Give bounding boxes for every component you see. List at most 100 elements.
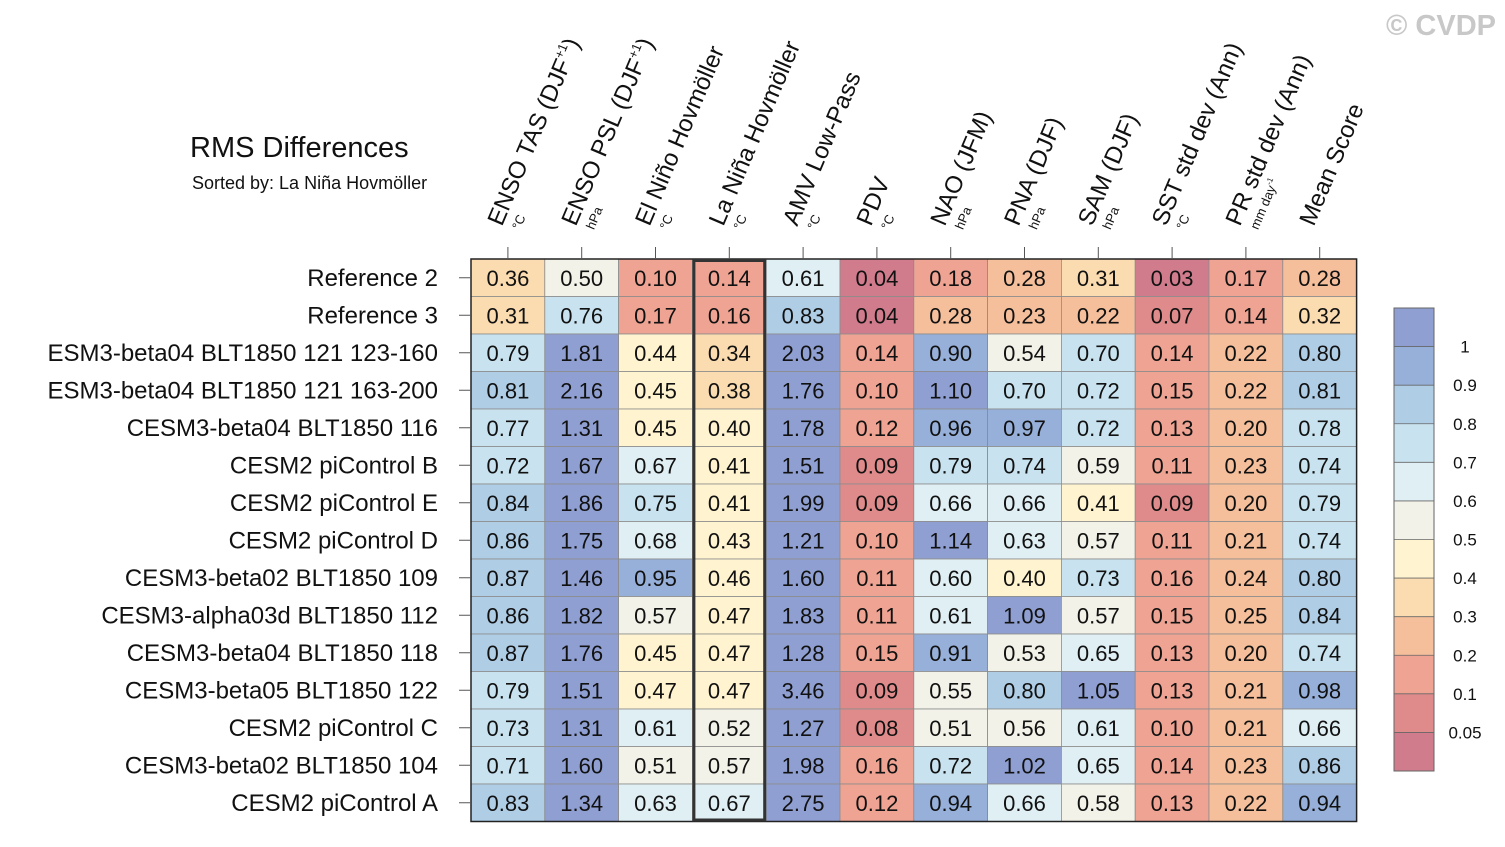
cell-value-label: 0.74 bbox=[1298, 641, 1341, 666]
heatmap-cell bbox=[1134, 783, 1210, 822]
cell-value-label: 0.13 bbox=[1151, 416, 1194, 441]
heatmap-cell bbox=[692, 521, 767, 560]
heatmap-cell bbox=[618, 596, 693, 635]
heatmap-cell bbox=[913, 446, 988, 485]
cell-value-label: 0.15 bbox=[1151, 378, 1194, 403]
cell-value-label: 0.86 bbox=[1298, 753, 1341, 778]
heatmap-cell bbox=[1208, 333, 1284, 372]
heatmap-cell bbox=[618, 708, 693, 747]
heatmap-cell bbox=[544, 483, 619, 522]
column-header: PDV°C bbox=[852, 173, 898, 231]
heatmap-cell bbox=[1282, 483, 1358, 522]
cell-value-label: 0.23 bbox=[1003, 303, 1046, 328]
heatmap-cell bbox=[544, 671, 619, 710]
cell-value-label: 0.11 bbox=[1152, 453, 1193, 478]
cell-value-label: 0.45 bbox=[634, 416, 677, 441]
cell-value-label: 0.11 bbox=[856, 566, 897, 591]
cell-value-label: 0.67 bbox=[708, 791, 751, 816]
heatmap-cell bbox=[1061, 408, 1136, 447]
heatmap-cell bbox=[1061, 333, 1136, 372]
heatmap-cell bbox=[1208, 633, 1284, 672]
heatmap-cell bbox=[1282, 633, 1358, 672]
cell-value-label: 0.66 bbox=[1003, 791, 1046, 816]
colorbar-tick-label: 0.8 bbox=[1453, 415, 1477, 434]
row-label: Reference 2 bbox=[307, 265, 438, 292]
cell-value-label: 1.78 bbox=[782, 416, 825, 441]
cell-value-label: 0.71 bbox=[486, 753, 529, 778]
colorbar-tick-label: 0.9 bbox=[1453, 376, 1477, 395]
heatmap-cell bbox=[839, 408, 915, 447]
heatmap-cell bbox=[1061, 258, 1136, 297]
heatmap-cell bbox=[1208, 521, 1284, 560]
cell-value-label: 0.57 bbox=[1077, 603, 1120, 628]
heatmap-cell bbox=[544, 408, 619, 447]
cell-value-label: 2.75 bbox=[782, 791, 825, 816]
row-label: Reference 3 bbox=[307, 302, 438, 329]
cell-value-label: 0.76 bbox=[560, 303, 603, 328]
cell-value-label: 1.05 bbox=[1077, 678, 1120, 703]
heatmap-cell bbox=[692, 783, 767, 822]
cell-value-label: 1.60 bbox=[560, 753, 603, 778]
colorbar-tick-label: 1 bbox=[1460, 338, 1469, 357]
cell-value-label: 0.96 bbox=[929, 416, 972, 441]
cell-value-label: 0.21 bbox=[1224, 716, 1267, 741]
column-unit-label: °C bbox=[657, 212, 677, 231]
row-label: CESM2 piControl D bbox=[229, 527, 438, 554]
cell-value-label: 2.16 bbox=[560, 378, 603, 403]
row-label: CESM3-beta02 BLT1850 109 bbox=[125, 565, 438, 592]
cell-value-label: 0.83 bbox=[486, 791, 529, 816]
cell-value-label: 0.73 bbox=[1077, 566, 1120, 591]
heatmap-cell bbox=[618, 371, 693, 410]
cell-value-label: 0.75 bbox=[634, 491, 677, 516]
cell-value-label: 0.98 bbox=[1298, 678, 1341, 703]
heatmap-cell bbox=[1208, 371, 1284, 410]
colorbar-tick-label: 0.05 bbox=[1448, 723, 1481, 742]
heatmap-cell bbox=[544, 633, 619, 672]
heatmap-cell bbox=[1134, 521, 1210, 560]
heatmap-cell bbox=[544, 296, 619, 335]
heatmap-cell bbox=[987, 671, 1062, 710]
heatmap-cell bbox=[1061, 558, 1136, 597]
heatmap-cell bbox=[692, 371, 767, 410]
cell-value-label: 0.50 bbox=[560, 266, 603, 291]
cell-value-label: 0.86 bbox=[486, 603, 529, 628]
cell-value-label: 1.76 bbox=[560, 641, 603, 666]
heatmap-cell bbox=[1061, 296, 1136, 335]
heatmap-cell bbox=[544, 558, 619, 597]
cell-value-label: 0.18 bbox=[929, 266, 972, 291]
cell-value-label: 0.31 bbox=[486, 303, 529, 328]
heatmap-cell bbox=[987, 521, 1062, 560]
cell-value-label: 0.21 bbox=[1224, 678, 1267, 703]
heatmap-cell bbox=[987, 258, 1062, 297]
cell-value-label: 0.56 bbox=[1003, 716, 1046, 741]
row-label: CESM3-alpha03d BLT1850 112 bbox=[101, 602, 438, 629]
cell-value-label: 0.13 bbox=[1151, 791, 1194, 816]
cell-value-label: 0.22 bbox=[1224, 791, 1267, 816]
heatmap-cell bbox=[839, 521, 915, 560]
colorbar-swatch bbox=[1394, 539, 1434, 579]
cell-value-label: 1.14 bbox=[929, 528, 972, 553]
cell-value-label: 0.46 bbox=[708, 566, 751, 591]
cell-value-label: 1.67 bbox=[560, 453, 603, 478]
cell-value-label: 0.91 bbox=[929, 641, 972, 666]
cell-value-label: 0.09 bbox=[855, 491, 898, 516]
heatmap-cell bbox=[987, 483, 1062, 522]
cell-value-label: 0.81 bbox=[1298, 378, 1341, 403]
heatmap-cell bbox=[1208, 408, 1284, 447]
colorbar-swatch bbox=[1394, 423, 1434, 463]
heatmap-cell bbox=[1061, 483, 1136, 522]
heatmap-cell bbox=[987, 333, 1062, 372]
heatmap-cell bbox=[1134, 746, 1210, 785]
cell-value-label: 0.67 bbox=[634, 453, 677, 478]
cell-value-label: 0.63 bbox=[1003, 528, 1046, 553]
cell-value-label: 0.97 bbox=[1003, 416, 1046, 441]
cell-value-label: 0.34 bbox=[708, 341, 751, 366]
heatmap-cell bbox=[1134, 596, 1210, 635]
row-label: CESM2 piControl B bbox=[230, 452, 438, 479]
heatmap-cell bbox=[618, 296, 693, 335]
row-label: CESM3-beta04 BLT1850 118 bbox=[127, 640, 438, 667]
watermark: © CVDP bbox=[1386, 10, 1496, 42]
cell-value-label: 0.53 bbox=[1003, 641, 1046, 666]
heatmap-cell bbox=[987, 558, 1062, 597]
